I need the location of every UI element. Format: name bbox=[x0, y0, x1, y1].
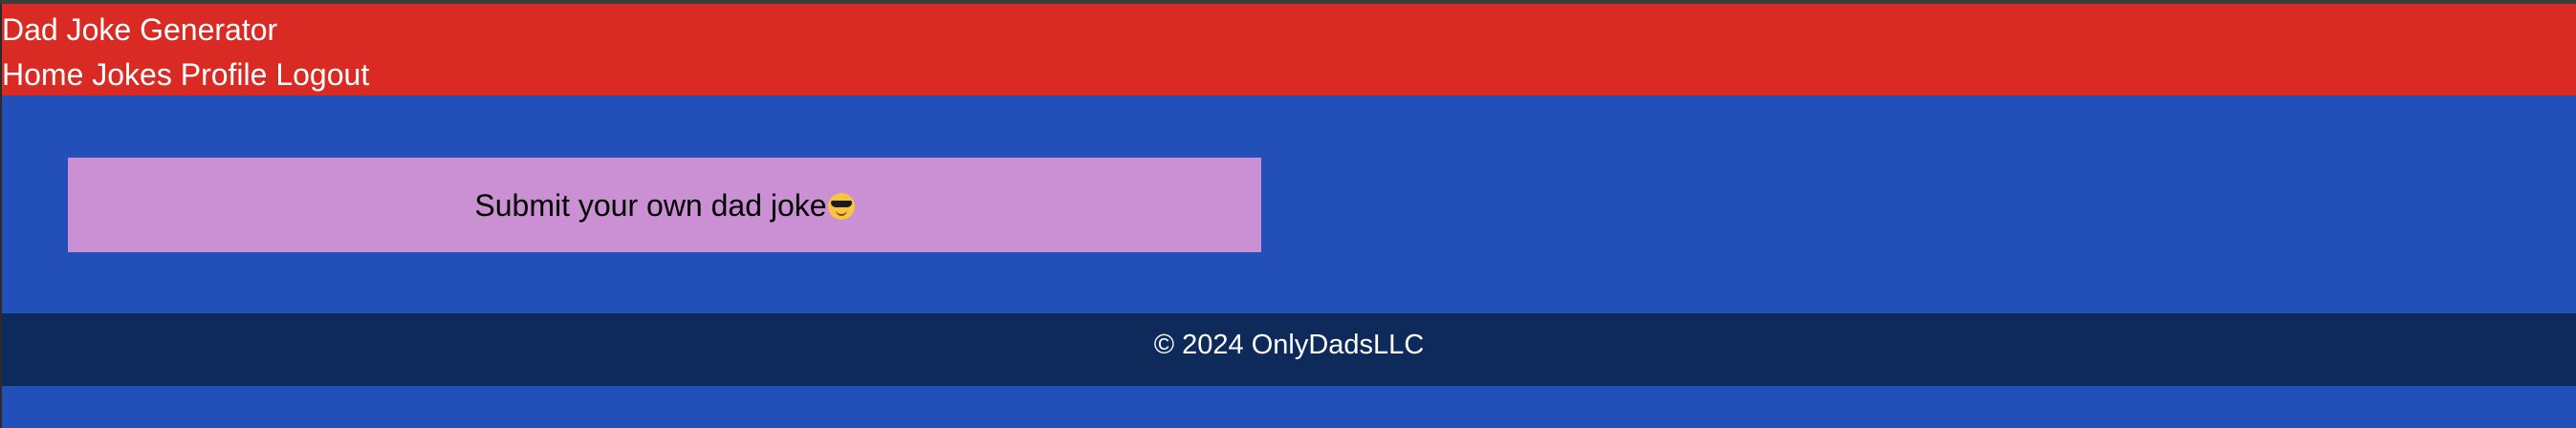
window-left-border bbox=[0, 4, 2, 428]
site-title: Dad Joke Generator bbox=[2, 12, 278, 47]
site-header: Dad Joke Generator Home Jokes Profile Lo… bbox=[2, 4, 2576, 96]
submit-joke-label: Submit your own dad joke bbox=[474, 187, 855, 224]
site-footer: © 2024 OnlyDadsLLC bbox=[2, 313, 2576, 386]
nav-link-profile[interactable]: Profile bbox=[180, 57, 268, 92]
main-content: Submit your own dad joke bbox=[2, 96, 2576, 313]
submit-joke-button[interactable]: Submit your own dad joke bbox=[68, 158, 1261, 252]
nav-link-jokes[interactable]: Jokes bbox=[92, 57, 172, 92]
footer-copyright: © 2024 OnlyDadsLLC bbox=[1153, 330, 1425, 360]
nav-link-home[interactable]: Home bbox=[2, 57, 84, 92]
main-nav: Home Jokes Profile Logout bbox=[2, 56, 369, 93]
window-top-border bbox=[0, 0, 2576, 4]
smiling-face-with-sunglasses-icon bbox=[827, 192, 855, 220]
nav-link-logout[interactable]: Logout bbox=[275, 57, 370, 92]
